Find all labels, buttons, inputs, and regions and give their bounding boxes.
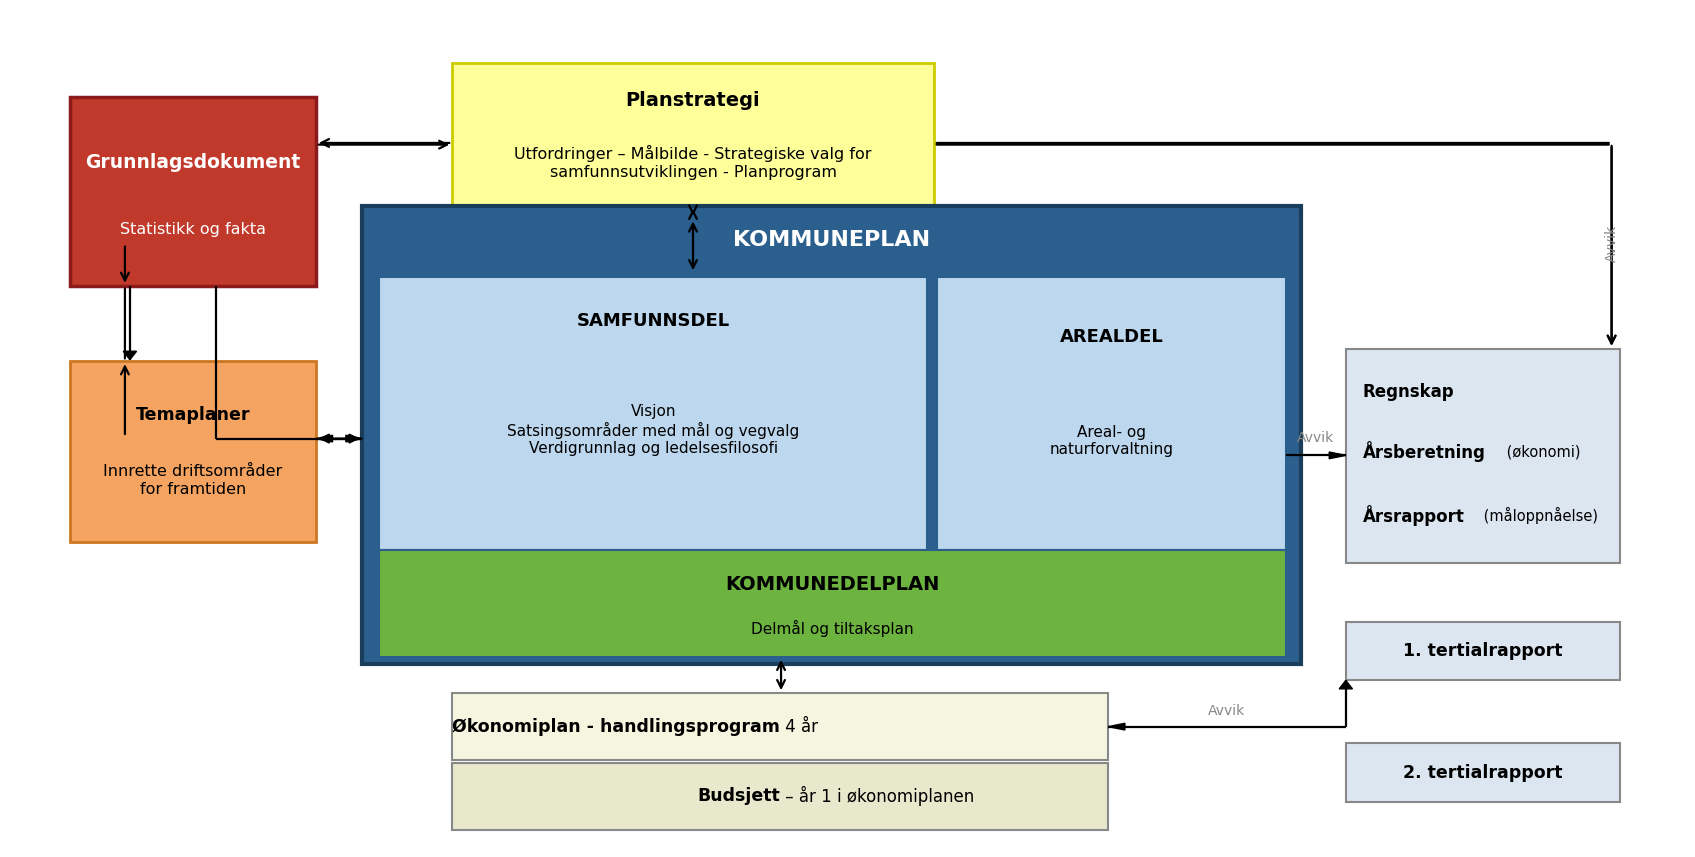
Text: Årsberetning: Årsberetning bbox=[1363, 441, 1485, 462]
Polygon shape bbox=[1109, 723, 1125, 730]
Text: Avvik: Avvik bbox=[1605, 225, 1619, 262]
Text: Statistikk og fakta: Statistikk og fakta bbox=[120, 221, 266, 237]
Text: Utfordringer – Målbilde - Strategiske valg for
samfunnsutviklingen - Planprogram: Utfordringer – Målbilde - Strategiske va… bbox=[514, 146, 871, 180]
Text: AREALDEL: AREALDEL bbox=[1059, 328, 1163, 346]
Text: Areal- og
naturforvaltning: Areal- og naturforvaltning bbox=[1049, 425, 1173, 458]
Text: Delmål og tiltaksplan: Delmål og tiltaksplan bbox=[751, 620, 914, 637]
Text: 2. tertialrapport: 2. tertialrapport bbox=[1403, 764, 1563, 782]
FancyBboxPatch shape bbox=[380, 278, 927, 550]
Text: Økonomiplan - handlingsprogram: Økonomiplan - handlingsprogram bbox=[453, 717, 780, 735]
Text: Avvik: Avvik bbox=[1297, 431, 1334, 446]
Text: KOMMUNEDELPLAN: KOMMUNEDELPLAN bbox=[725, 575, 939, 594]
FancyBboxPatch shape bbox=[937, 278, 1287, 550]
FancyBboxPatch shape bbox=[1346, 349, 1620, 563]
Text: Visjon
Satsingsområder med mål og vegvalg
Verdigrunnlag og ledelsesfilosofi: Visjon Satsingsområder med mål og vegval… bbox=[507, 404, 800, 456]
Text: Temaplaner: Temaplaner bbox=[136, 406, 251, 424]
Polygon shape bbox=[1339, 680, 1353, 689]
FancyBboxPatch shape bbox=[453, 763, 1109, 830]
Polygon shape bbox=[1329, 452, 1346, 458]
FancyBboxPatch shape bbox=[380, 550, 1287, 657]
Text: Årsrapport: Årsrapport bbox=[1363, 506, 1464, 526]
FancyBboxPatch shape bbox=[453, 63, 934, 219]
Polygon shape bbox=[315, 435, 332, 442]
Text: 4 år: 4 år bbox=[780, 717, 819, 735]
FancyBboxPatch shape bbox=[1346, 744, 1620, 802]
Text: Grunnlagsdokument: Grunnlagsdokument bbox=[85, 153, 300, 172]
Text: Planstrategi: Planstrategi bbox=[625, 91, 761, 110]
Text: Innrette driftsområder
for framtiden: Innrette driftsområder for framtiden bbox=[103, 464, 283, 497]
Text: 1. tertialrapport: 1. tertialrapport bbox=[1403, 642, 1563, 660]
FancyBboxPatch shape bbox=[69, 362, 315, 542]
FancyBboxPatch shape bbox=[453, 693, 1109, 760]
Polygon shape bbox=[124, 351, 137, 360]
Text: Avvik: Avvik bbox=[1207, 704, 1244, 718]
Text: KOMMUNEPLAN: KOMMUNEPLAN bbox=[734, 230, 931, 249]
Text: SAMFUNNSDEL: SAMFUNNSDEL bbox=[576, 312, 731, 330]
Text: (måloppnåelse): (måloppnåelse) bbox=[1478, 507, 1598, 524]
Polygon shape bbox=[346, 435, 363, 442]
FancyBboxPatch shape bbox=[69, 97, 315, 285]
Text: Regnskap: Regnskap bbox=[1363, 382, 1454, 400]
Text: Budsjett: Budsjett bbox=[697, 788, 780, 806]
Text: (økonomi): (økonomi) bbox=[1502, 444, 1580, 459]
Text: – år 1 i økonomiplanen: – år 1 i økonomiplanen bbox=[780, 787, 975, 806]
FancyBboxPatch shape bbox=[363, 206, 1302, 663]
FancyBboxPatch shape bbox=[1346, 621, 1620, 680]
